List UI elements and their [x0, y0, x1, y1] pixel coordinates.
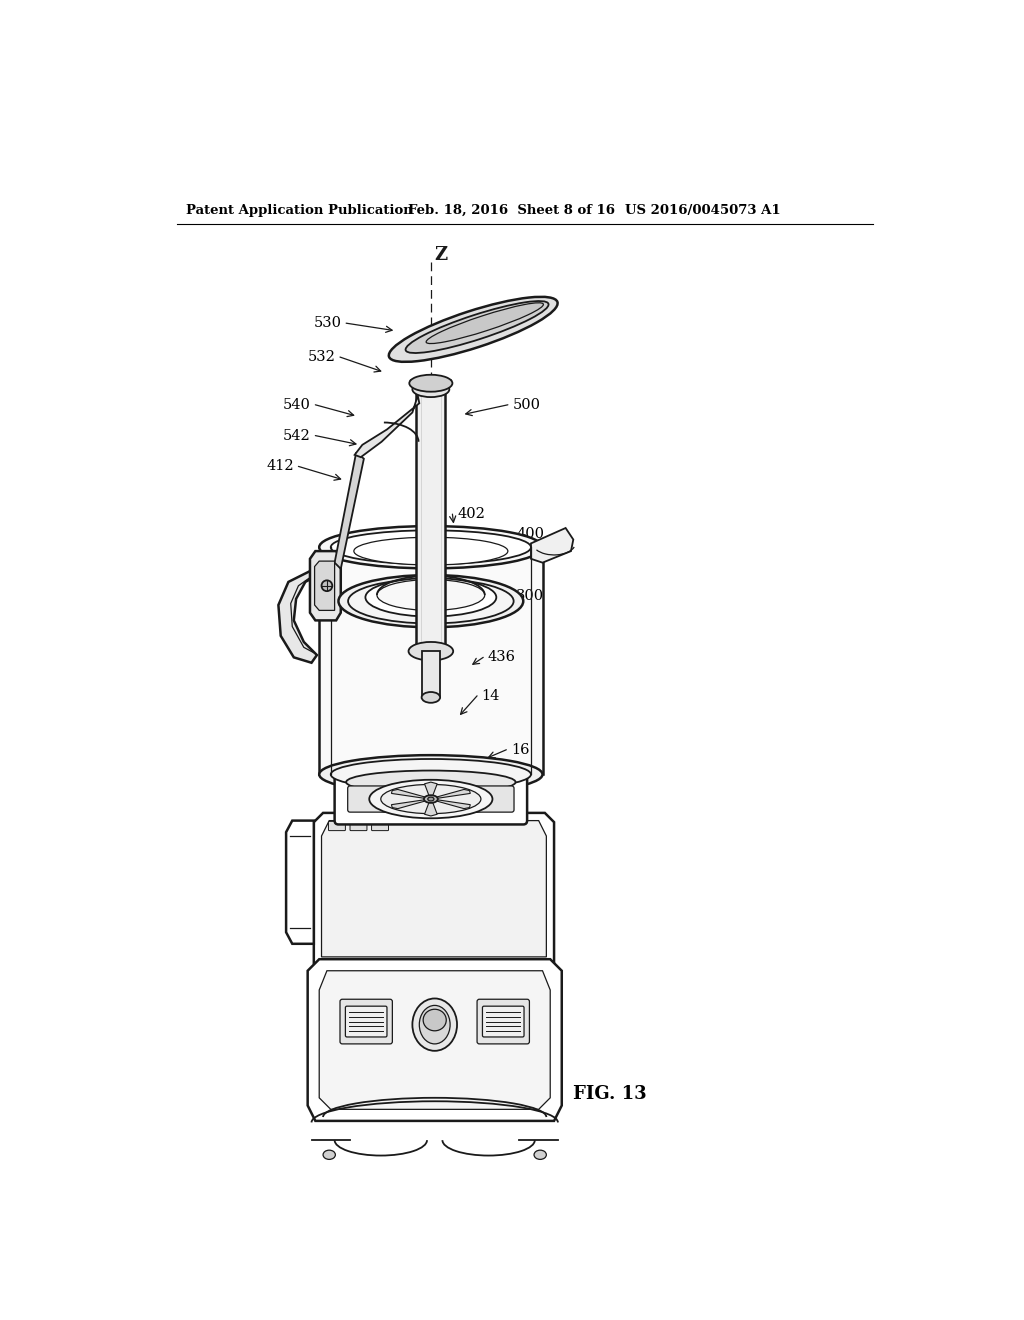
FancyBboxPatch shape	[477, 999, 529, 1044]
Polygon shape	[279, 566, 327, 663]
Ellipse shape	[381, 784, 481, 813]
Ellipse shape	[331, 759, 531, 789]
Polygon shape	[322, 821, 547, 957]
Polygon shape	[531, 528, 573, 562]
Text: Feb. 18, 2016  Sheet 8 of 16: Feb. 18, 2016 Sheet 8 of 16	[408, 205, 614, 218]
Text: 540: 540	[283, 397, 310, 412]
Text: Patent Application Publication: Patent Application Publication	[186, 205, 413, 218]
Ellipse shape	[331, 531, 531, 564]
Ellipse shape	[377, 579, 484, 610]
Ellipse shape	[409, 642, 454, 660]
Ellipse shape	[354, 537, 508, 565]
Ellipse shape	[424, 795, 438, 803]
Text: 400: 400	[516, 527, 545, 541]
FancyBboxPatch shape	[348, 785, 394, 812]
Polygon shape	[286, 821, 313, 944]
Ellipse shape	[422, 692, 440, 702]
Ellipse shape	[322, 581, 333, 591]
Text: 14: 14	[481, 689, 500, 702]
FancyBboxPatch shape	[482, 1006, 524, 1038]
FancyBboxPatch shape	[372, 821, 388, 830]
Ellipse shape	[428, 797, 434, 801]
FancyBboxPatch shape	[350, 821, 367, 830]
Ellipse shape	[348, 578, 514, 623]
Text: FIG. 13: FIG. 13	[573, 1085, 647, 1104]
FancyBboxPatch shape	[467, 785, 514, 812]
Polygon shape	[425, 781, 437, 797]
Ellipse shape	[535, 1150, 547, 1159]
Polygon shape	[319, 970, 550, 1109]
FancyBboxPatch shape	[329, 821, 345, 830]
Text: 436: 436	[487, 651, 516, 664]
Polygon shape	[391, 800, 428, 809]
Ellipse shape	[413, 381, 450, 397]
Ellipse shape	[323, 1150, 336, 1159]
Ellipse shape	[389, 297, 558, 362]
Polygon shape	[410, 380, 452, 388]
Ellipse shape	[366, 578, 497, 616]
Text: 412: 412	[266, 459, 294, 474]
Text: US 2016/0045073 A1: US 2016/0045073 A1	[625, 205, 780, 218]
Text: 16: 16	[511, 743, 529, 756]
Text: 530: 530	[313, 317, 342, 330]
Polygon shape	[310, 552, 341, 620]
Text: 542: 542	[283, 429, 310, 442]
Ellipse shape	[410, 375, 453, 392]
Polygon shape	[314, 561, 335, 610]
FancyBboxPatch shape	[340, 999, 392, 1044]
Bar	[422, 651, 440, 697]
Ellipse shape	[423, 1010, 446, 1031]
Ellipse shape	[339, 576, 523, 627]
Ellipse shape	[426, 302, 544, 343]
Polygon shape	[307, 960, 562, 1121]
Ellipse shape	[413, 998, 457, 1051]
Polygon shape	[313, 813, 554, 964]
Text: 402: 402	[457, 507, 485, 521]
Polygon shape	[354, 396, 419, 457]
Text: Z: Z	[434, 246, 447, 264]
Polygon shape	[319, 558, 543, 775]
Polygon shape	[391, 789, 428, 799]
Text: 300: 300	[516, 589, 545, 603]
Polygon shape	[433, 789, 470, 799]
Text: 500: 500	[512, 397, 541, 412]
FancyBboxPatch shape	[345, 1006, 387, 1038]
Text: 532: 532	[307, 350, 336, 364]
Ellipse shape	[350, 780, 512, 814]
Ellipse shape	[419, 1006, 451, 1044]
Ellipse shape	[319, 755, 543, 793]
Bar	[416, 389, 445, 651]
Polygon shape	[425, 800, 437, 816]
Ellipse shape	[406, 301, 549, 352]
Ellipse shape	[346, 771, 515, 793]
FancyBboxPatch shape	[335, 771, 527, 825]
Text: 536: 536	[505, 313, 532, 327]
Ellipse shape	[319, 527, 543, 569]
Polygon shape	[433, 800, 470, 809]
Polygon shape	[335, 453, 364, 569]
Ellipse shape	[370, 780, 493, 818]
